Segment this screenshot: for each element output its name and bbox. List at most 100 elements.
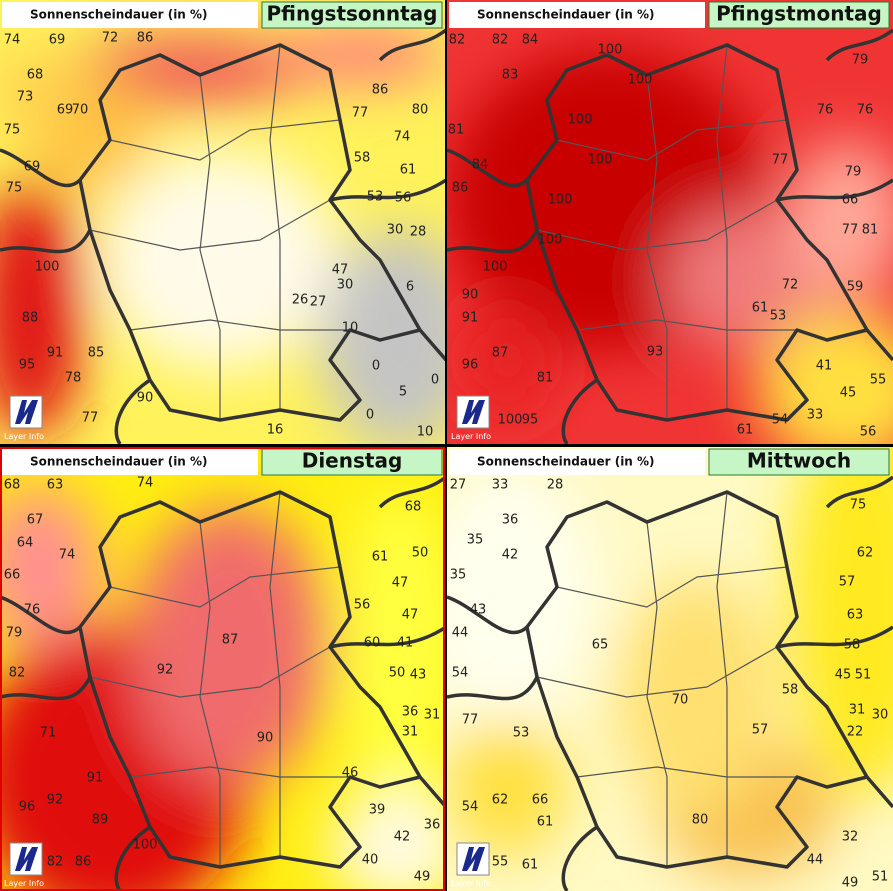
district-border <box>556 566 788 608</box>
logo-mark <box>462 400 485 424</box>
station-value: 82 <box>47 855 64 870</box>
header-title: Sonnenscheindauer (in %) <box>477 8 655 22</box>
layer-info: Layer Info <box>451 879 491 888</box>
station-value: 69 <box>24 160 41 175</box>
station-value: 83 <box>502 68 519 83</box>
station-value: 61 <box>522 858 539 873</box>
station-value: 76 <box>24 603 41 618</box>
country-border <box>0 229 92 254</box>
country-border <box>0 676 92 701</box>
station-value: 72 <box>782 278 799 293</box>
header-box <box>449 449 705 475</box>
country-border <box>776 625 893 649</box>
station-value: 100 <box>568 113 593 128</box>
color-blob <box>617 577 777 817</box>
station-value: 33 <box>807 408 824 423</box>
station-value: 68 <box>4 478 21 493</box>
station-value: 65 <box>592 638 609 653</box>
country-border <box>78 43 422 422</box>
color-blob <box>787 140 893 300</box>
district-border <box>199 74 221 420</box>
color-blob <box>447 467 597 727</box>
station-value: 100 <box>133 838 158 853</box>
country-border <box>447 148 529 188</box>
station-value: 100 <box>588 153 613 168</box>
station-value: 70 <box>72 103 89 118</box>
district-border <box>129 766 350 778</box>
district-border <box>536 646 778 698</box>
district-border <box>129 319 350 331</box>
station-value: 58 <box>782 683 799 698</box>
color-blob <box>667 210 827 350</box>
station-value: 100 <box>35 260 60 275</box>
color-field <box>447 50 893 444</box>
station-value: 44 <box>807 853 824 868</box>
station-value: 27 <box>310 295 327 310</box>
station-value: 22 <box>847 725 864 740</box>
country-border <box>78 490 422 869</box>
country-border <box>447 676 539 701</box>
station-value: 91 <box>87 771 104 786</box>
district-border <box>536 199 778 251</box>
station-value: 74 <box>137 476 154 491</box>
station-value: 77 <box>842 223 859 238</box>
station-value: 0 <box>366 408 374 423</box>
station-value: 100 <box>498 413 523 428</box>
station-value: 80 <box>412 103 429 118</box>
station-value: 74 <box>4 33 21 48</box>
station-value: 95 <box>522 413 539 428</box>
station-value: 77 <box>352 106 369 121</box>
country-border <box>825 475 893 509</box>
station-value: 51 <box>855 668 872 683</box>
station-value: 50 <box>412 546 429 561</box>
station-value: 51 <box>872 870 889 885</box>
selected-frame <box>0 447 445 891</box>
country-border <box>114 378 151 444</box>
station-value: 63 <box>47 478 64 493</box>
color-blob <box>330 787 445 891</box>
station-value: 53 <box>770 309 787 324</box>
station-value: 10 <box>417 425 434 440</box>
station-value: 60 <box>364 636 381 651</box>
country-border <box>0 148 82 188</box>
station-value: 35 <box>467 533 484 548</box>
station-value: 61 <box>752 301 769 316</box>
station-value: 39 <box>369 803 386 818</box>
station-value: 75 <box>4 123 21 138</box>
header-title: Sonnenscheindauer (in %) <box>477 455 655 469</box>
panel: 74 69 72 8668736970756975100889195857877908… <box>0 0 445 444</box>
station-value: 56 <box>395 191 412 206</box>
station-value: 100 <box>483 260 508 275</box>
district-border <box>89 199 331 251</box>
station-value: 35 <box>450 568 467 583</box>
borders <box>0 475 445 891</box>
color-blob <box>757 310 893 444</box>
station-value: 91 <box>47 346 64 361</box>
station-value: 84 <box>472 158 489 173</box>
color-blob <box>270 27 445 83</box>
day-title: Pfingstsonntag <box>267 2 438 26</box>
station-value: 88 <box>22 311 39 326</box>
logo-mark <box>15 847 38 871</box>
station-value: 85 <box>88 346 105 361</box>
country-border <box>825 28 893 62</box>
station-value: 31 <box>849 703 866 718</box>
station-value: 30 <box>872 708 889 723</box>
station-value: 44 <box>452 626 469 641</box>
station-value: 86 <box>452 181 469 196</box>
logo-mark <box>15 400 38 424</box>
color-blob <box>0 180 85 440</box>
district-border <box>646 74 668 420</box>
station-value: 77 <box>772 153 789 168</box>
station-value: 71 <box>40 726 57 741</box>
country-border <box>865 328 893 362</box>
station-value: 90 <box>257 731 274 746</box>
station-value: 76 <box>857 103 874 118</box>
station-value: 10 <box>342 321 359 336</box>
station-value: 74 <box>59 548 76 563</box>
layer-info: Layer Info <box>4 879 44 888</box>
station-value: 63 <box>847 608 864 623</box>
